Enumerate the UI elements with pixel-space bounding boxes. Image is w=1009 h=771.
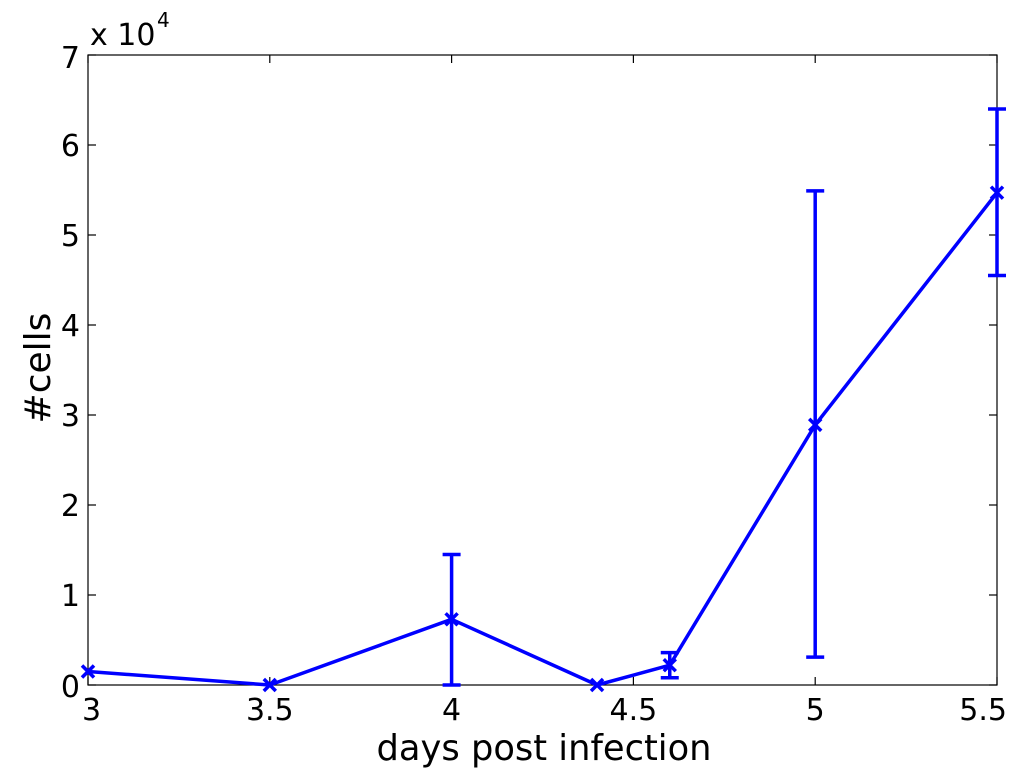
y-tick-label: 1 xyxy=(61,579,80,614)
y-tick-label: 3 xyxy=(61,399,80,434)
x-tick-label: 3.5 xyxy=(246,693,294,728)
y-tick-label: 5 xyxy=(61,219,80,254)
data-point xyxy=(444,612,459,627)
data-point xyxy=(80,664,96,679)
y-axis-label: #cells xyxy=(18,313,59,424)
x-tick-label: 4.5 xyxy=(610,693,658,728)
tick-labels: 3 3.5 4 4.5 5 5.5 0 1 2 3 4 5 6 7 xyxy=(61,41,1007,728)
y-multiplier-base: x 10 xyxy=(90,18,155,53)
y-multiplier-exponent: 4 xyxy=(157,8,170,32)
x-tick-label: 5 xyxy=(806,693,825,728)
x-axis-label: days post infection xyxy=(377,728,712,769)
y-tick-label: 6 xyxy=(61,129,80,164)
data-point xyxy=(262,677,278,693)
error-bars xyxy=(442,107,1006,687)
x-tick-label: 3 xyxy=(82,693,101,728)
data-point xyxy=(807,417,823,433)
y-tick-label: 0 xyxy=(61,670,80,705)
y-tick-label: 2 xyxy=(61,489,80,524)
x-tick-label: 4 xyxy=(442,693,461,728)
x-tick-label: 5.5 xyxy=(959,693,1007,728)
series-group xyxy=(80,185,1005,693)
y-tick-label: 4 xyxy=(61,309,80,344)
axes-frame xyxy=(87,54,998,686)
series-line xyxy=(87,191,999,687)
data-point xyxy=(662,657,677,673)
data-point xyxy=(989,185,1005,200)
data-point xyxy=(589,677,605,693)
y-tick-label: 7 xyxy=(61,41,80,76)
plot-area xyxy=(87,54,998,686)
axis-ticks xyxy=(87,54,998,686)
